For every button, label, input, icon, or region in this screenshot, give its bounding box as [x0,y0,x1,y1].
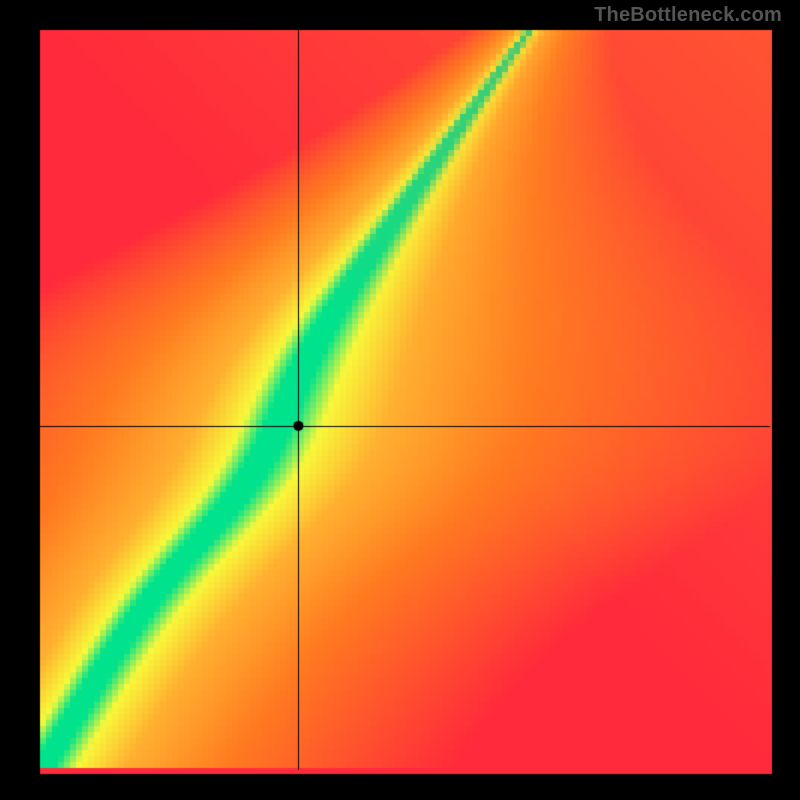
watermark-text: TheBottleneck.com [594,4,782,27]
chart-container: TheBottleneck.com [0,0,800,800]
bottleneck-heatmap [0,0,800,800]
